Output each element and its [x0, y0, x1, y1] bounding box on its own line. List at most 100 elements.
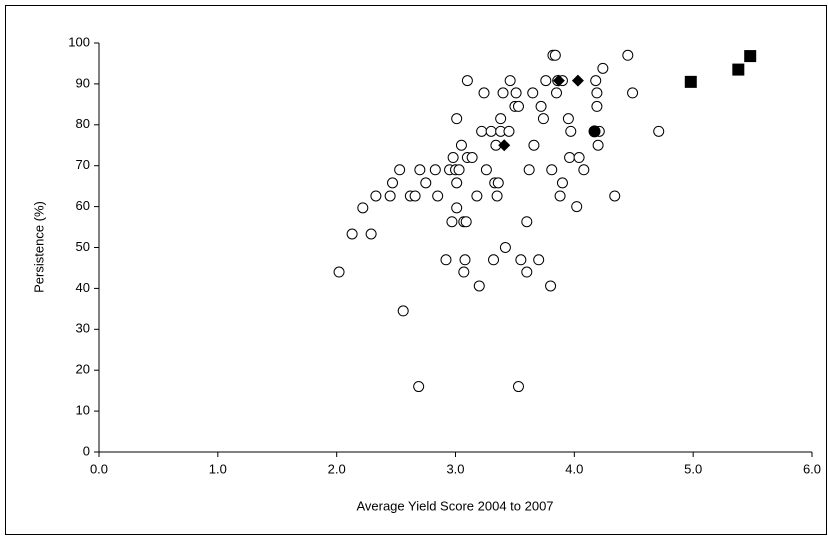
point [451, 202, 463, 214]
x-axis-label: Average Yield Score 2004 to 2007 [356, 498, 553, 513]
point [653, 125, 665, 137]
y-tick-label: 60 [76, 198, 90, 213]
y-tick-label: 70 [76, 157, 90, 172]
x-tick-label: 5.0 [684, 461, 702, 476]
point [432, 190, 444, 202]
point [521, 266, 533, 278]
point [485, 125, 497, 137]
point [578, 164, 590, 176]
point [556, 177, 568, 189]
point [499, 242, 511, 253]
point [333, 266, 345, 278]
point [394, 164, 406, 176]
point [473, 280, 485, 292]
point [409, 190, 421, 202]
point [565, 125, 577, 137]
point [451, 177, 463, 189]
point [609, 190, 621, 202]
point [564, 152, 576, 164]
point [446, 216, 458, 228]
point [545, 280, 557, 292]
y-axis-label: Persistence (%) [31, 201, 46, 293]
point [591, 100, 603, 112]
point [571, 74, 584, 87]
x-tick-label: 0.0 [90, 461, 108, 476]
point [503, 125, 515, 137]
point [413, 381, 425, 393]
x-tick-label: 6.0 [803, 461, 821, 476]
point [591, 87, 603, 99]
point [537, 113, 549, 125]
y-tick-label: 50 [76, 239, 90, 254]
point [447, 152, 459, 164]
point [458, 266, 470, 278]
point [451, 113, 463, 125]
point [460, 216, 472, 228]
point [461, 75, 473, 87]
point [533, 254, 545, 266]
point [744, 50, 757, 63]
y-tick-label: 20 [76, 362, 90, 377]
point [478, 87, 490, 99]
point [571, 201, 583, 213]
point [527, 87, 539, 99]
x-tick-label: 1.0 [209, 461, 227, 476]
point [549, 49, 561, 61]
point [552, 74, 565, 87]
point [540, 75, 552, 87]
point [684, 75, 697, 88]
point [429, 164, 441, 176]
point [588, 125, 601, 138]
point [357, 202, 369, 214]
point [535, 100, 547, 112]
point [476, 125, 488, 137]
point [459, 254, 471, 266]
point [498, 139, 511, 152]
point [492, 177, 504, 189]
point [622, 49, 634, 61]
point [504, 75, 516, 87]
point [590, 75, 602, 87]
point [480, 164, 492, 176]
point [510, 87, 522, 99]
point [370, 190, 382, 202]
point [551, 87, 563, 99]
y-tick-label: 0 [83, 443, 90, 458]
point [546, 164, 558, 176]
point [521, 216, 533, 228]
point [466, 152, 478, 164]
point [397, 305, 409, 317]
point [597, 62, 609, 74]
point [384, 190, 396, 202]
point [554, 190, 566, 202]
y-tick-label: 80 [76, 116, 90, 131]
point [495, 113, 507, 125]
point [491, 190, 503, 202]
x-tick-label: 3.0 [446, 461, 464, 476]
x-tick-label: 4.0 [565, 461, 583, 476]
chart-frame [5, 5, 827, 535]
y-tick-label: 30 [76, 321, 90, 336]
y-tick-label: 10 [76, 403, 90, 418]
point [365, 228, 377, 240]
point [512, 381, 524, 393]
point [346, 228, 358, 240]
point [573, 152, 585, 164]
point [497, 87, 509, 99]
point [627, 87, 639, 99]
point [414, 164, 426, 176]
point [515, 254, 527, 266]
point [440, 254, 452, 266]
point [732, 63, 745, 76]
y-tick-label: 100 [68, 34, 90, 49]
point [455, 139, 467, 151]
y-tick-label: 40 [76, 280, 90, 295]
point [471, 190, 483, 202]
y-tick-label: 90 [76, 75, 90, 90]
point [562, 113, 574, 125]
point [592, 139, 604, 151]
point [387, 177, 399, 189]
x-tick-label: 2.0 [328, 461, 346, 476]
point [528, 139, 540, 151]
